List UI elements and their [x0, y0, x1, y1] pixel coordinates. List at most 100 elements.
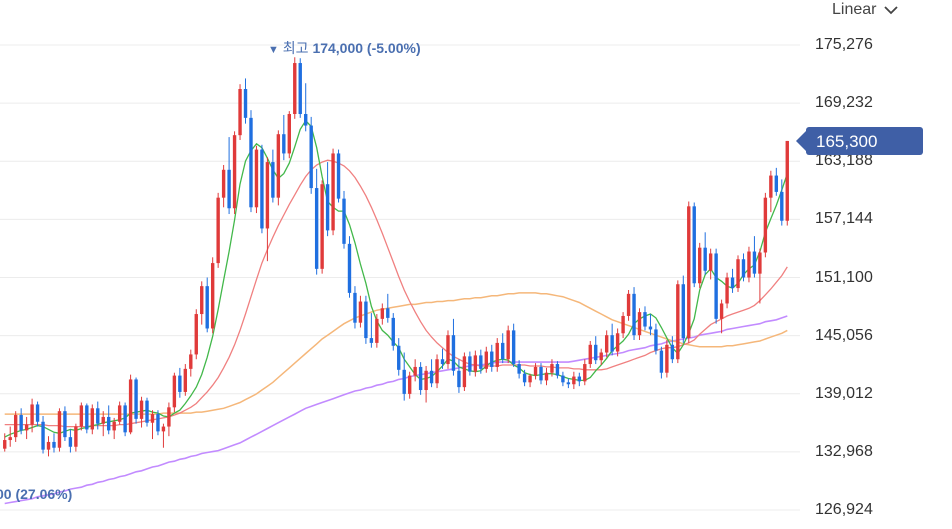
candle[interactable]: [632, 287, 636, 341]
candle[interactable]: [397, 338, 401, 376]
candle[interactable]: [555, 361, 560, 379]
candle[interactable]: [615, 328, 620, 357]
candle[interactable]: [621, 312, 625, 339]
candle[interactable]: [637, 308, 642, 341]
candle[interactable]: [254, 145, 259, 214]
candle[interactable]: [128, 374, 133, 435]
candle[interactable]: [435, 354, 439, 389]
candle[interactable]: [741, 253, 746, 282]
candle[interactable]: [479, 349, 483, 374]
candle[interactable]: [539, 363, 543, 385]
candle[interactable]: [19, 408, 23, 435]
candle[interactable]: [736, 255, 740, 292]
candle[interactable]: [714, 248, 718, 324]
candle[interactable]: [424, 365, 428, 403]
candle[interactable]: [391, 313, 395, 351]
candle[interactable]: [139, 396, 144, 428]
candle[interactable]: [194, 309, 198, 360]
candle[interactable]: [451, 318, 456, 376]
candle[interactable]: [30, 398, 34, 433]
candle[interactable]: [123, 402, 127, 437]
candle[interactable]: [610, 323, 614, 356]
candle[interactable]: [74, 423, 78, 452]
candle[interactable]: [8, 426, 12, 447]
candle[interactable]: [46, 436, 51, 457]
candle[interactable]: [708, 248, 713, 280]
candle[interactable]: [730, 268, 735, 293]
candle[interactable]: [566, 378, 571, 389]
scale-selector[interactable]: Linear: [832, 1, 899, 19]
candle[interactable]: [265, 157, 270, 262]
candle[interactable]: [654, 323, 658, 355]
candle[interactable]: [413, 359, 417, 382]
candle[interactable]: [172, 372, 177, 413]
candle[interactable]: [101, 411, 105, 437]
candle[interactable]: [200, 281, 204, 325]
candle[interactable]: [85, 403, 89, 434]
candle[interactable]: [161, 423, 166, 448]
candle[interactable]: [331, 148, 335, 236]
candle[interactable]: [238, 84, 242, 140]
candle[interactable]: [79, 402, 84, 431]
candle[interactable]: [588, 340, 592, 368]
candle[interactable]: [648, 314, 653, 336]
candle[interactable]: [785, 140, 789, 226]
candle[interactable]: [24, 416, 29, 440]
candle[interactable]: [594, 336, 598, 365]
candle[interactable]: [287, 111, 291, 159]
candle[interactable]: [347, 236, 352, 298]
candle[interactable]: [309, 116, 313, 194]
candle[interactable]: [490, 344, 494, 372]
candle[interactable]: [440, 348, 445, 369]
candle[interactable]: [243, 78, 248, 124]
candle[interactable]: [561, 371, 565, 387]
candle[interactable]: [643, 306, 647, 331]
candle[interactable]: [13, 411, 18, 442]
candle[interactable]: [3, 433, 7, 452]
candle[interactable]: [96, 401, 100, 430]
candle[interactable]: [758, 248, 762, 304]
candle[interactable]: [293, 57, 297, 119]
candle[interactable]: [369, 313, 374, 348]
candle[interactable]: [665, 340, 669, 378]
candle[interactable]: [418, 362, 423, 395]
candle[interactable]: [533, 363, 538, 380]
candle[interactable]: [271, 149, 275, 203]
candle[interactable]: [780, 179, 784, 226]
candle[interactable]: [681, 275, 685, 343]
candle[interactable]: [659, 346, 664, 379]
candle[interactable]: [112, 417, 116, 440]
candle[interactable]: [210, 257, 215, 334]
candle[interactable]: [336, 149, 341, 203]
candle[interactable]: [402, 352, 406, 401]
candle[interactable]: [282, 114, 286, 161]
candle[interactable]: [150, 410, 155, 440]
candle[interactable]: [747, 246, 751, 283]
candle[interactable]: [670, 336, 675, 364]
candle[interactable]: [35, 401, 40, 427]
candle[interactable]: [134, 377, 138, 424]
candle[interactable]: [511, 323, 516, 367]
candle[interactable]: [276, 130, 281, 206]
candle[interactable]: [325, 162, 330, 237]
candle[interactable]: [90, 404, 94, 435]
candle[interactable]: [528, 373, 532, 388]
candle[interactable]: [358, 295, 363, 328]
candle[interactable]: [769, 170, 773, 213]
candle[interactable]: [687, 201, 691, 343]
candle[interactable]: [626, 290, 631, 321]
candle[interactable]: [522, 369, 527, 387]
candle[interactable]: [221, 164, 226, 208]
candle[interactable]: [205, 277, 209, 333]
candle[interactable]: [725, 272, 729, 309]
candle[interactable]: [183, 364, 188, 396]
candle[interactable]: [314, 168, 319, 275]
candle[interactable]: [774, 167, 779, 196]
candle[interactable]: [577, 372, 582, 387]
candle[interactable]: [544, 367, 549, 386]
candle[interactable]: [462, 352, 467, 391]
candle[interactable]: [375, 314, 379, 348]
candle[interactable]: [703, 232, 707, 275]
candles[interactable]: [3, 57, 789, 457]
candle[interactable]: [63, 406, 67, 441]
